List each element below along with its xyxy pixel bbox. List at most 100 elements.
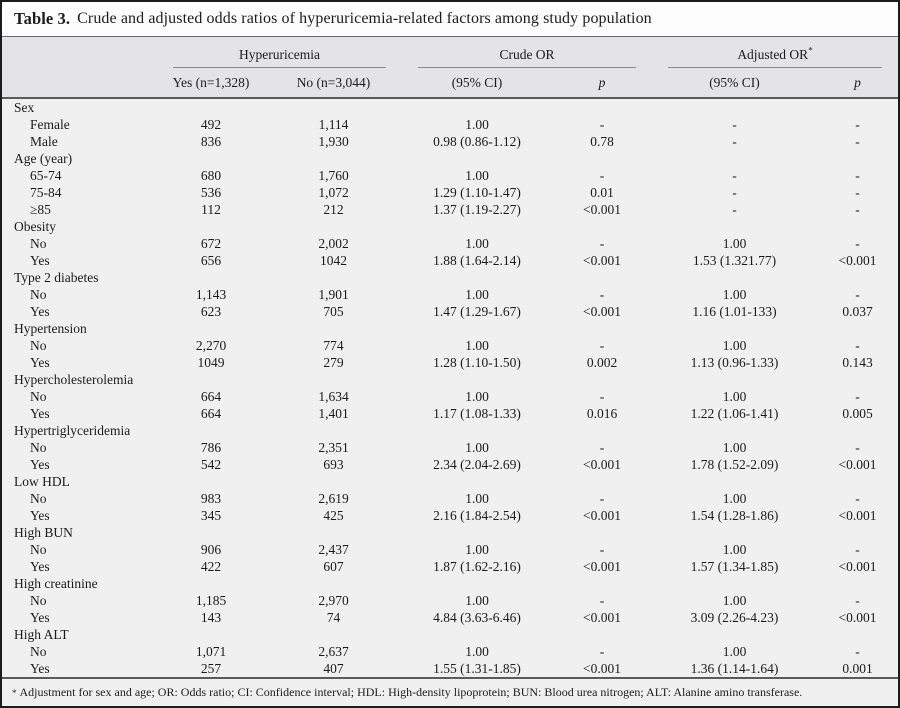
- adjusted-p: <0.001: [838, 610, 877, 625]
- table-row: Yes 345 425 2.16 (1.84-2.54) <0.001 1.54 (1.2…: [2, 507, 898, 524]
- adjusted-or-ci: -: [732, 185, 737, 200]
- crude-p: -: [599, 389, 605, 404]
- crude-or-ci: 1.00: [465, 644, 489, 659]
- row-label: No: [30, 236, 47, 251]
- group-hyperuricemia-header: Hyperuricemia: [157, 37, 402, 68]
- adjusted-p: -: [855, 440, 860, 455]
- crude-or-ci: 2.16 (1.84-2.54): [433, 508, 521, 523]
- category-label: Hypertension: [14, 321, 87, 336]
- no-count: 1,401: [318, 406, 349, 421]
- category-row: Hypertension: [2, 320, 898, 337]
- crude-or-ci: 1.00: [465, 440, 489, 455]
- group-crude-or-header: Crude OR: [402, 37, 652, 68]
- adjusted-p: 0.001: [842, 661, 873, 676]
- crude-p: -: [599, 644, 605, 659]
- crude-or-ci: 1.17 (1.08-1.33): [433, 406, 521, 421]
- adjusted-or-asterisk: *: [808, 45, 813, 56]
- no-count: 2,351: [318, 440, 349, 455]
- table-body: Sex Female 492 1,114 1.00 - - - Male 836 1,930 0.98…: [2, 98, 898, 677]
- adjusted-or-ci: 1.53 (1.321.77): [692, 253, 777, 268]
- group-adjusted-or-label: Adjusted OR: [737, 47, 809, 62]
- row-label: Yes: [30, 457, 50, 472]
- adjusted-or-ci: 1.00: [722, 491, 747, 506]
- crude-or-ci: 1.28 (1.10-1.50): [433, 355, 521, 370]
- category-row: Obesity: [2, 218, 898, 235]
- footnote: * Adjustment for sex and age; OR: Odds r…: [2, 677, 898, 706]
- adjusted-or-ci: -: [732, 117, 737, 132]
- crude-or-ci: 0.98 (0.86-1.12): [433, 134, 521, 149]
- yes-count: 492: [200, 117, 222, 132]
- table-row: Yes 422 607 1.87 (1.62-2.16) <0.001 1.57 (1.3…: [2, 558, 898, 575]
- crude-p: <0.001: [583, 304, 621, 319]
- no-count: 74: [326, 610, 341, 625]
- adjusted-or-ci: 1.57 (1.34-1.85): [690, 559, 779, 574]
- row-label: No: [30, 338, 47, 353]
- adjusted-or-ci: 1.00: [722, 440, 747, 455]
- crude-p: -: [599, 236, 605, 251]
- crude-or-ci: 1.88 (1.64-2.14): [433, 253, 521, 268]
- table-row: Yes 542 693 2.34 (2.04-2.69) <0.001 1.78 (1.5…: [2, 456, 898, 473]
- crude-p: -: [599, 168, 605, 183]
- adjusted-p: -: [855, 542, 860, 557]
- table-row: ≥85 112 212 1.37 (1.19-2.27) <0.001 - -: [2, 201, 898, 218]
- empty-subheader: [2, 68, 157, 99]
- no-count: 1,901: [318, 287, 349, 302]
- category-label: Sex: [14, 100, 35, 115]
- table-row: No 786 2,351 1.00 - 1.00 -: [2, 439, 898, 456]
- table-row: No 906 2,437 1.00 - 1.00 -: [2, 541, 898, 558]
- adjusted-p: 0.037: [842, 304, 873, 319]
- row-label: Yes: [30, 661, 50, 676]
- crude-p: -: [599, 593, 605, 608]
- crude-or-ci: 1.00: [465, 542, 489, 557]
- table-row: No 1,071 2,637 1.00 - 1.00 -: [2, 643, 898, 660]
- adjusted-p: -: [855, 389, 860, 404]
- crude-p: <0.001: [583, 202, 621, 217]
- adjusted-or-ci: 1.16 (1.01-133): [692, 304, 777, 319]
- adjusted-p: -: [855, 338, 860, 353]
- no-count: 425: [323, 508, 344, 523]
- table-row: No 983 2,619 1.00 - 1.00 -: [2, 490, 898, 507]
- crude-or-ci: 1.00: [465, 593, 489, 608]
- crude-p: 0.002: [586, 355, 618, 370]
- adjusted-p: <0.001: [838, 559, 877, 574]
- table-row: Male 836 1,930 0.98 (0.86-1.12) 0.78 - -: [2, 133, 898, 150]
- crude-p: <0.001: [583, 508, 621, 523]
- no-count: 2,437: [318, 542, 349, 557]
- yes-count: 786: [200, 440, 222, 455]
- yes-count: 1,185: [195, 593, 227, 608]
- category-row: Age (year): [2, 150, 898, 167]
- no-count: 1,072: [318, 185, 349, 200]
- odds-ratio-table: Hyperuricemia Crude OR Adjusted OR* Yes …: [2, 37, 898, 677]
- adjusted-or-ci: 1.00: [722, 644, 747, 659]
- row-label: 65-74: [30, 168, 62, 183]
- crude-or-ci: 1.00: [465, 236, 489, 251]
- no-count: 212: [323, 202, 344, 217]
- col-crude-p-header: p: [552, 68, 652, 99]
- no-count: 1,114: [318, 117, 349, 132]
- category-row: Type 2 diabetes: [2, 269, 898, 286]
- adjusted-or-ci: 1.00: [722, 287, 747, 302]
- row-label: No: [30, 440, 47, 455]
- table-number: Table 3.: [14, 9, 71, 28]
- yes-count: 112: [201, 202, 221, 217]
- adjusted-p: -: [855, 287, 860, 302]
- adjusted-or-ci: 1.00: [722, 593, 747, 608]
- table-caption: Crude and adjusted odds ratios of hyperu…: [77, 10, 652, 27]
- crude-p: -: [599, 287, 605, 302]
- crude-or-ci: 1.87 (1.62-2.16): [433, 559, 521, 574]
- table-title: Table 3. Crude and adjusted odds ratios …: [2, 2, 898, 37]
- row-label: No: [30, 542, 47, 557]
- yes-count: 623: [200, 304, 222, 319]
- crude-or-ci: 4.84 (3.63-6.46): [433, 610, 521, 625]
- category-label: High BUN: [14, 525, 73, 540]
- adjusted-or-ci: 1.13 (0.96-1.33): [690, 355, 779, 370]
- crude-or-ci: 1.00: [465, 168, 489, 183]
- col-no-header: No (n=3,044): [265, 68, 402, 99]
- no-count: 774: [323, 338, 344, 353]
- table-row: Female 492 1,114 1.00 - - -: [2, 116, 898, 133]
- crude-p: 0.78: [590, 134, 614, 149]
- yes-count: 1049: [197, 355, 225, 370]
- crude-p: -: [599, 440, 605, 455]
- adjusted-p: 0.143: [842, 355, 873, 370]
- col-yes-header: Yes (n=1,328): [157, 68, 265, 99]
